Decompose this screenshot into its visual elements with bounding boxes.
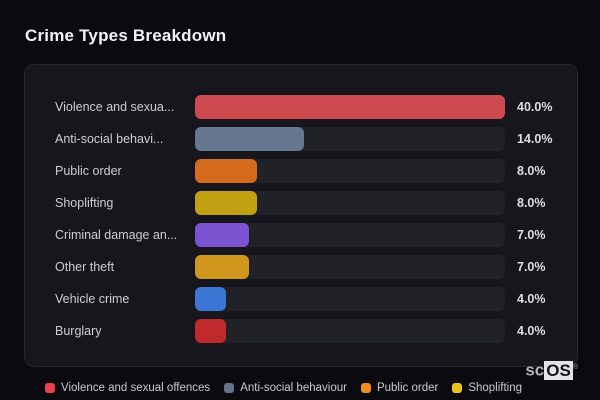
bar-value: 7.0%	[517, 228, 546, 242]
bar-label: Anti-social behavi...	[55, 132, 164, 146]
bar-track	[195, 223, 505, 247]
bar-value: 4.0%	[517, 292, 546, 306]
bar-track	[195, 127, 505, 151]
bar-track	[195, 159, 505, 183]
bar[interactable]	[195, 255, 250, 279]
legend-item[interactable]: Public order	[360, 382, 439, 394]
bar-row: Shoplifting 8.0%	[55, 191, 577, 215]
bar[interactable]	[195, 319, 226, 343]
legend-swatch-icon	[45, 383, 55, 393]
bar-row: Other theft 7.0%	[55, 255, 577, 279]
legend-swatch-icon	[360, 383, 371, 393]
bar[interactable]	[195, 191, 257, 215]
registered-mark-icon: ®	[572, 364, 578, 371]
chart-legend: Violence and sexual offences Anti-social…	[45, 382, 522, 394]
bar-track	[195, 287, 505, 311]
legend-label: Shoplifting	[468, 382, 523, 394]
bar-row: Vehicle crime 4.0%	[55, 287, 577, 311]
legend-swatch-icon	[452, 383, 463, 393]
bar[interactable]	[195, 287, 226, 311]
legend-label: Violence and sexual offences	[61, 382, 211, 394]
legend-label: Anti-social behaviour	[240, 382, 347, 394]
bar-row: Violence and sexua... 40.0%	[55, 95, 577, 119]
bar-track	[195, 255, 505, 279]
scos-logo-suffix: OS	[544, 360, 573, 380]
legend-label: Public order	[376, 382, 439, 394]
bar-label: Shoplifting	[55, 196, 114, 210]
bar[interactable]	[195, 127, 304, 151]
bar-value: 4.0%	[517, 324, 546, 338]
bar-value: 8.0%	[517, 196, 546, 210]
bar-label: Public order	[55, 164, 122, 178]
bar-row: Public order 8.0%	[55, 159, 577, 183]
chart-panel: Violence and sexua... 40.0% Anti-social …	[24, 64, 578, 367]
bar-value: 7.0%	[517, 260, 546, 274]
bar-label: Other theft	[55, 260, 115, 274]
bar-value: 14.0%	[517, 132, 553, 146]
legend-swatch-icon	[224, 383, 235, 393]
bar[interactable]	[195, 95, 505, 119]
bar-row: Criminal damage an... 7.0%	[55, 223, 577, 247]
bar[interactable]	[195, 223, 250, 247]
bar-track	[195, 319, 505, 343]
bar-row: Anti-social behavi... 14.0%	[55, 127, 577, 151]
bar-label: Violence and sexua...	[55, 100, 175, 114]
bar-row: Burglary 4.0%	[55, 319, 577, 343]
legend-item[interactable]: Violence and sexual offences	[45, 382, 210, 394]
bar-track	[195, 95, 505, 119]
bar-value: 40.0%	[517, 100, 553, 114]
legend-item[interactable]: Shoplifting	[452, 382, 522, 394]
scos-logo: sc OS ®	[525, 358, 578, 381]
bar-label: Vehicle crime	[55, 292, 130, 306]
page-title: Crime Types Breakdown	[25, 26, 227, 45]
bar-rows: Violence and sexua... 40.0% Anti-social …	[25, 65, 577, 343]
bar-value: 8.0%	[517, 164, 546, 178]
bar-label: Criminal damage an...	[55, 228, 178, 242]
legend-item[interactable]: Anti-social behaviour	[224, 382, 347, 394]
bar[interactable]	[195, 159, 257, 183]
bar-label: Burglary	[55, 324, 102, 338]
bar-track	[195, 191, 505, 215]
scos-logo-prefix: sc	[525, 360, 545, 380]
